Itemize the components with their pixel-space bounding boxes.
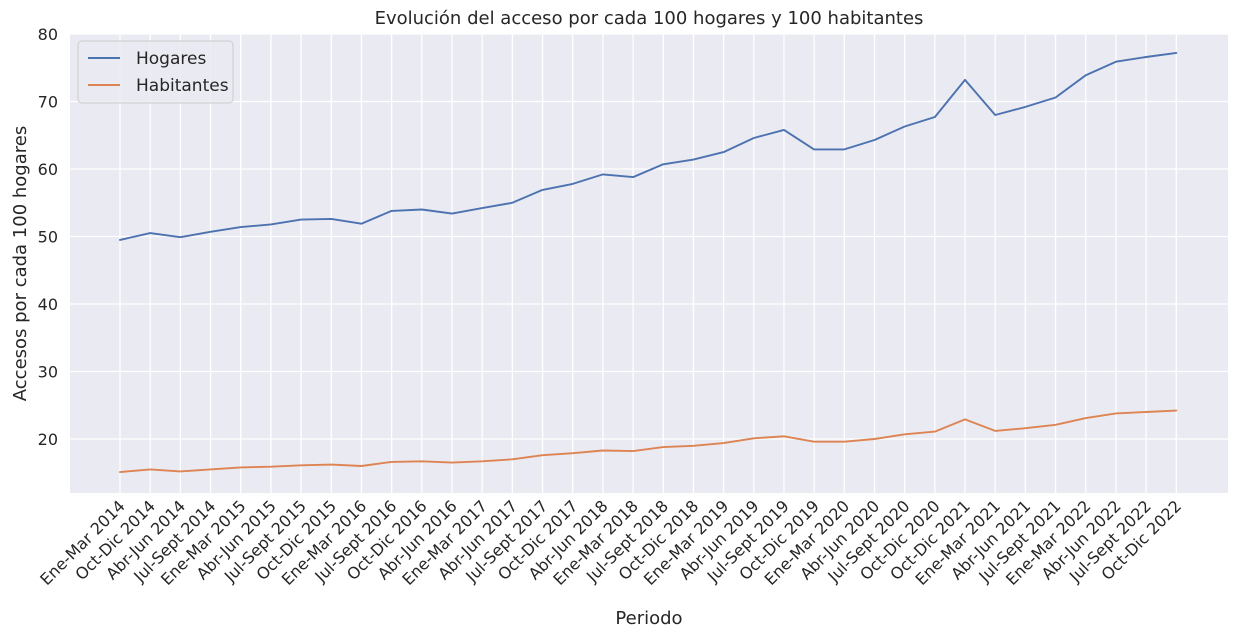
chart-title: Evolución del acceso por cada 100 hogare…: [375, 8, 924, 29]
legend-label: Habitantes: [136, 76, 229, 96]
y-tick-label: 70: [38, 93, 58, 112]
plot-background: [70, 34, 1228, 493]
y-axis-label: Accesos por cada 100 hogares: [10, 126, 31, 401]
y-tick-label: 30: [38, 363, 58, 382]
y-tick-label: 20: [38, 430, 58, 449]
y-tick-label: 40: [38, 295, 58, 314]
legend-box: [77, 40, 234, 104]
series-line-hogares: [119, 51, 1178, 241]
legend-label: Hogares: [136, 49, 206, 69]
grid-lines: [70, 33, 1228, 493]
legend: Hogares Habitantes: [77, 40, 234, 104]
series-line-habitantes: [119, 409, 1178, 474]
y-tick-label: 80: [38, 25, 58, 44]
series-lines: [119, 51, 1178, 474]
y-axis-ticks: 20 30 40 50 60 70 80: [38, 25, 58, 449]
y-tick-label: 50: [38, 228, 58, 247]
x-axis-label: Periodo: [615, 608, 682, 629]
y-tick-label: 60: [38, 160, 58, 179]
